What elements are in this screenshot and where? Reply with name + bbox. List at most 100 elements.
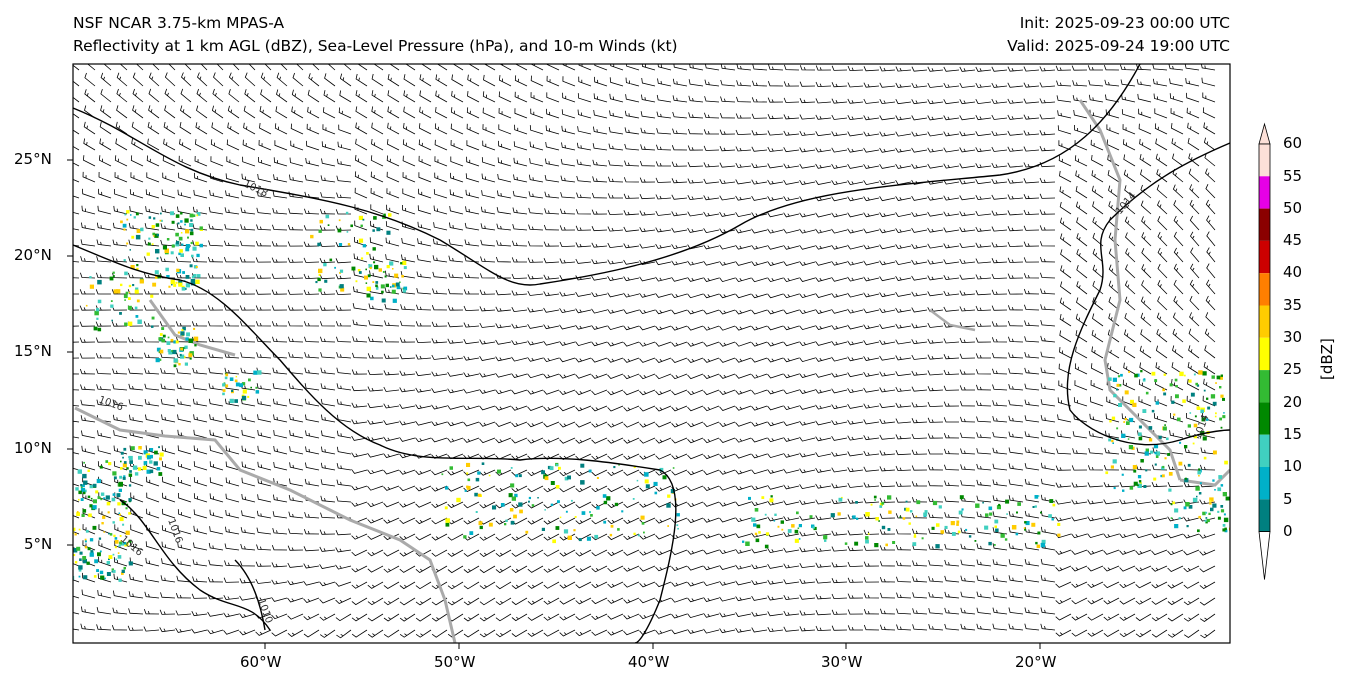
- reflectivity-cell: [87, 547, 91, 551]
- reflectivity-cell: [229, 398, 234, 404]
- reflectivity-cell: [1000, 533, 1005, 538]
- reflectivity-cell: [84, 489, 87, 493]
- reflectivity-cell: [388, 213, 392, 217]
- reflectivity-cell: [513, 514, 517, 519]
- colorbar-tick: 0: [1283, 522, 1293, 540]
- reflectivity-cell: [1137, 475, 1142, 479]
- reflectivity-cell: [327, 224, 330, 226]
- reflectivity-cell: [581, 511, 586, 515]
- reflectivity-cell: [369, 266, 372, 270]
- reflectivity-cell: [109, 276, 114, 281]
- reflectivity-cell: [175, 340, 179, 344]
- reflectivity-cell: [504, 523, 507, 526]
- reflectivity-cell: [1205, 511, 1208, 514]
- reflectivity-cell: [1143, 485, 1147, 488]
- reflectivity-cell: [247, 395, 250, 398]
- reflectivity-cell: [171, 350, 173, 352]
- reflectivity-cell: [961, 508, 964, 511]
- reflectivity-cell: [126, 210, 130, 214]
- reflectivity-cell: [519, 509, 523, 514]
- reflectivity-cell: [111, 319, 113, 322]
- reflectivity-cell: [182, 326, 186, 331]
- reflectivity-cell: [112, 271, 115, 274]
- reflectivity-cell: [1132, 465, 1137, 470]
- reflectivity-cell: [1222, 528, 1226, 532]
- reflectivity-cell: [497, 469, 501, 474]
- reflectivity-cell: [875, 517, 879, 521]
- reflectivity-cell: [389, 261, 394, 266]
- reflectivity-cell: [902, 517, 906, 520]
- reflectivity-cell: [181, 243, 184, 246]
- reflectivity-cell: [1041, 539, 1046, 544]
- reflectivity-cell: [754, 508, 759, 512]
- reflectivity-cell: [1220, 374, 1223, 377]
- reflectivity-cell: [106, 561, 110, 565]
- reflectivity-cell: [621, 510, 624, 513]
- reflectivity-cell: [613, 466, 616, 469]
- reflectivity-cell: [1212, 503, 1217, 508]
- reflectivity-cell: [78, 490, 82, 495]
- reflectivity-cell: [134, 472, 139, 476]
- reflectivity-cell: [149, 454, 153, 459]
- reflectivity-cell: [113, 534, 116, 537]
- reflectivity-cell: [97, 299, 102, 304]
- reflectivity-cell: [372, 281, 375, 283]
- reflectivity-cell: [867, 533, 870, 535]
- colorbar-tick: 30: [1283, 328, 1303, 346]
- reflectivity-cell: [136, 267, 139, 271]
- reflectivity-cell: [479, 525, 483, 530]
- reflectivity-cell: [1168, 472, 1173, 476]
- reflectivity-cell: [1144, 451, 1149, 456]
- reflectivity-cell: [1188, 505, 1193, 509]
- reflectivity-cell: [185, 244, 190, 249]
- reflectivity-cell: [92, 483, 97, 488]
- reflectivity-cell: [402, 289, 406, 293]
- reflectivity-cell: [1219, 376, 1223, 380]
- reflectivity-cell: [1214, 415, 1217, 418]
- reflectivity-cell: [318, 229, 322, 233]
- reflectivity-cell: [653, 481, 658, 486]
- reflectivity-cell: [1170, 517, 1173, 519]
- reflectivity-cell: [133, 216, 136, 219]
- reflectivity-cell: [1219, 417, 1222, 421]
- reflectivity-cell: [337, 228, 342, 233]
- reflectivity-cell: [844, 542, 848, 545]
- reflectivity-cell: [466, 462, 471, 467]
- reflectivity-cell: [1111, 416, 1116, 420]
- reflectivity-cell: [83, 575, 88, 580]
- reflectivity-cell: [366, 293, 371, 298]
- reflectivity-cell: [161, 338, 165, 343]
- reflectivity-cell: [475, 477, 480, 482]
- reflectivity-cell: [128, 291, 131, 294]
- reflectivity-cell: [1174, 378, 1178, 382]
- reflectivity-cell: [164, 248, 169, 253]
- colorbar-segment: [1259, 305, 1270, 338]
- reflectivity-cell: [149, 460, 153, 464]
- reflectivity-cell: [120, 542, 124, 546]
- reflectivity-cell: [787, 529, 792, 533]
- reflectivity-cell: [76, 512, 80, 516]
- reflectivity-cell: [670, 489, 675, 494]
- reflectivity-cell: [380, 284, 385, 289]
- reflectivity-cell: [1140, 370, 1143, 373]
- reflectivity-cell: [541, 527, 545, 531]
- reflectivity-cell: [1035, 541, 1038, 545]
- reflectivity-cell: [112, 569, 116, 573]
- reflectivity-cell: [199, 226, 203, 230]
- reflectivity-cell: [1117, 375, 1120, 378]
- reflectivity-cell: [170, 338, 174, 342]
- reflectivity-cell: [1162, 426, 1167, 431]
- reflectivity-cell: [190, 278, 196, 284]
- reflectivity-cell: [167, 336, 170, 339]
- reflectivity-cell: [389, 286, 392, 288]
- reflectivity-cell: [518, 502, 523, 507]
- reflectivity-cell: [168, 350, 173, 355]
- reflectivity-cell: [874, 499, 876, 501]
- reflectivity-cell: [1209, 502, 1212, 505]
- reflectivity-cell: [130, 446, 135, 451]
- reflectivity-cell: [99, 570, 104, 575]
- reflectivity-cell: [358, 238, 364, 243]
- reflectivity-cell: [1116, 388, 1118, 391]
- reflectivity-cell: [780, 520, 784, 524]
- reflectivity-cell: [128, 498, 132, 502]
